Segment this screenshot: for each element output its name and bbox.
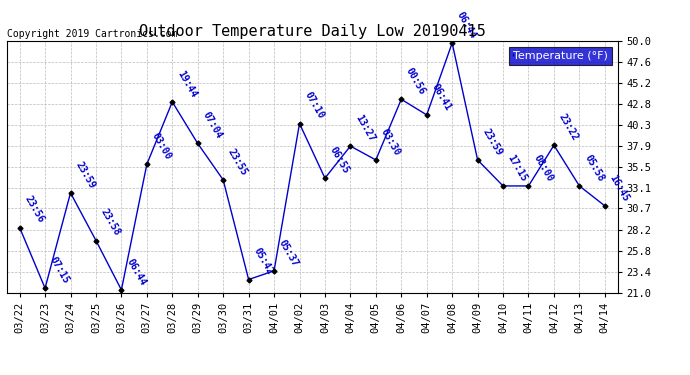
Text: 05:42: 05:42 — [251, 246, 275, 277]
Text: 23:59: 23:59 — [73, 160, 97, 190]
Text: 23:56: 23:56 — [22, 194, 46, 225]
Text: 23:59: 23:59 — [480, 127, 504, 157]
Text: 00:56: 00:56 — [404, 66, 427, 96]
Text: 07:15: 07:15 — [48, 255, 71, 285]
Text: 03:00: 03:00 — [150, 131, 173, 162]
Text: 07:04: 07:04 — [201, 110, 224, 141]
Text: 06:55: 06:55 — [328, 145, 351, 176]
Text: 06:44: 06:44 — [455, 10, 478, 40]
Text: 08:00: 08:00 — [531, 153, 555, 183]
Text: 05:37: 05:37 — [277, 238, 300, 268]
Text: 06:41: 06:41 — [429, 82, 453, 112]
Text: 17:15: 17:15 — [506, 153, 529, 183]
Text: 03:30: 03:30 — [379, 127, 402, 157]
Text: 05:58: 05:58 — [582, 153, 606, 183]
Text: 23:22: 23:22 — [557, 112, 580, 142]
Text: Copyright 2019 Cartronics.com: Copyright 2019 Cartronics.com — [7, 29, 177, 39]
Text: 23:58: 23:58 — [99, 207, 122, 238]
Text: 23:55: 23:55 — [226, 147, 249, 177]
Text: 06:44: 06:44 — [124, 256, 148, 287]
Title: Outdoor Temperature Daily Low 20190415: Outdoor Temperature Daily Low 20190415 — [139, 24, 486, 39]
Text: 19:44: 19:44 — [175, 69, 199, 99]
Text: 16:45: 16:45 — [608, 172, 631, 203]
Text: 07:10: 07:10 — [302, 90, 326, 121]
Text: 13:27: 13:27 — [353, 113, 377, 143]
Legend: Temperature (°F): Temperature (°F) — [509, 47, 612, 64]
